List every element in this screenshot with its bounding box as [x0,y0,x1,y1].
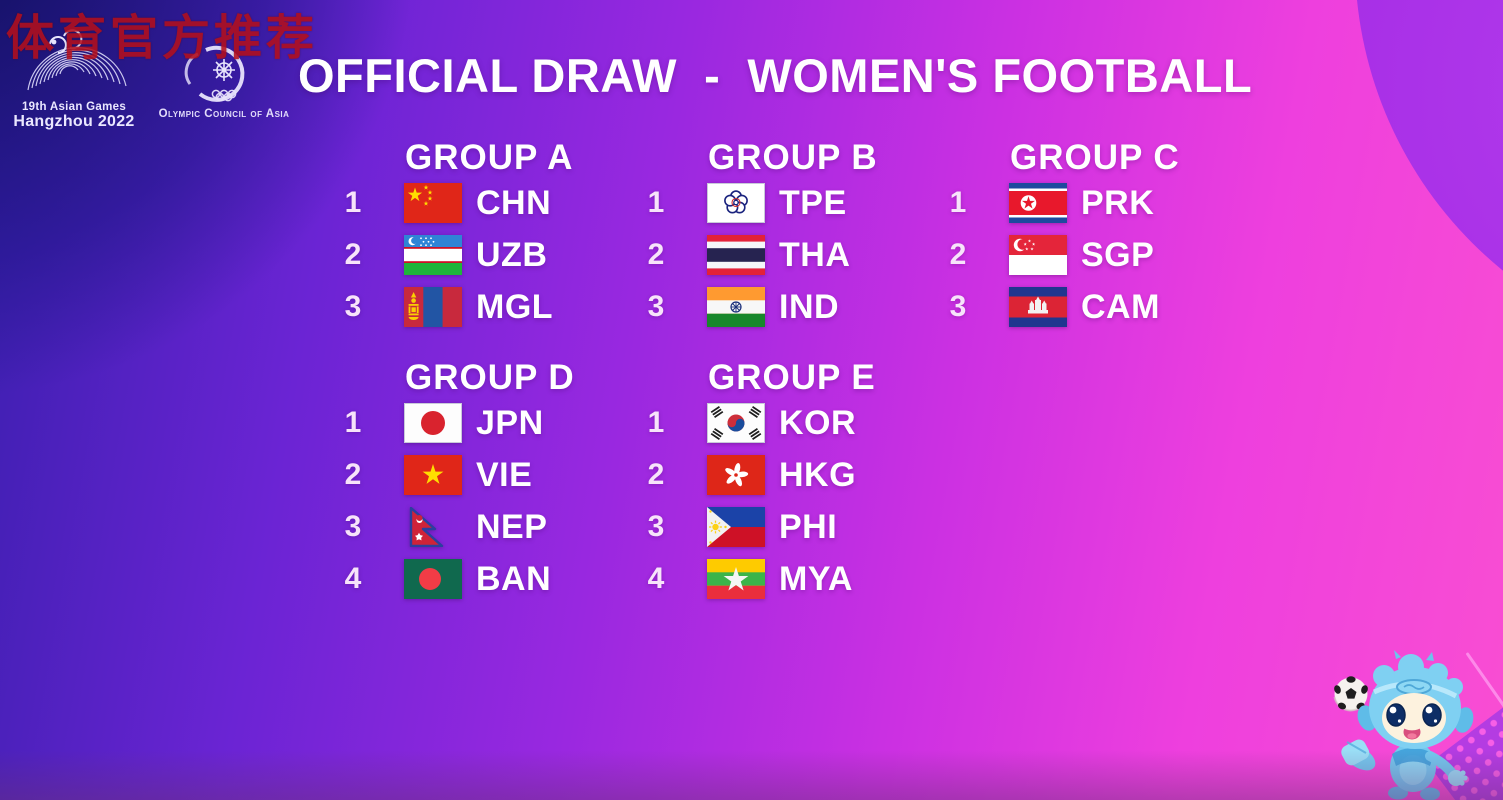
team-code: TPE [779,183,847,222]
team-row-nep: 3 NEP [340,507,547,547]
team-row-tpe: 1 TPE [643,183,847,223]
flag-jpn-icon [404,403,462,443]
team-code: SGP [1081,235,1155,274]
team-code: CHN [476,183,552,222]
flag-phi-icon [707,507,765,547]
flag-vie-icon [404,455,462,495]
group-e: GROUP E 1 KOR 2 HKG 3 PHI 4 [643,358,943,599]
position-label: 3 [647,510,665,543]
position-label: 1 [344,406,362,439]
group-d: GROUP D 1 JPN 2 VIE 3 NEP 4 BAN [340,358,640,599]
team-row-chn: 1 CHN [340,183,551,223]
position-label: 3 [344,290,362,323]
position-label: 1 [344,186,362,219]
oca-logo: Olympic Council of Asia [146,30,302,120]
page-title: OFFICIAL DRAW - WOMEN'S FOOTBALL [298,49,1253,102]
team-row-tha: 2 THA [643,235,850,275]
mascot-body [1341,650,1474,800]
team-row-cam: 3 CAM [945,287,1160,327]
asian-games-logo-line2: Hangzhou 2022 [13,113,135,130]
asian-games-logo-line1: 19th Asian Games [21,101,127,113]
team-code: CAM [1081,287,1160,326]
team-code: NEP [476,507,548,546]
position-label: 1 [949,186,967,219]
position-label: 4 [344,562,362,595]
group-b-title: GROUP B [708,138,878,177]
flag-prk-icon [1009,183,1067,223]
mascot-illustration [1314,646,1503,800]
team-row-prk: 1 PRK [945,183,1154,223]
team-row-hkg: 2 HKG [643,455,856,495]
position-label: 2 [344,238,362,271]
oca-logo-label: Olympic Council of Asia [158,108,290,120]
team-code: UZB [476,235,548,274]
team-code: PHI [779,507,838,546]
team-row-phi: 3 PHI [643,507,837,547]
group-e-title: GROUP E [708,358,876,397]
flag-tpe-icon [707,183,765,223]
team-code: VIE [476,455,533,494]
flag-ban-icon [404,559,462,599]
bottom-fade-overlay [0,750,1503,800]
position-label: 3 [344,510,362,543]
background-circle-decoration [1355,0,1503,360]
team-row-sgp: 2 SGP [945,235,1154,275]
group-c: GROUP C 1 PRK 2 SGP 3 CAM [945,138,1245,327]
oca-emblem-icon [184,45,245,102]
flag-ind-icon [707,287,765,327]
position-label: 2 [344,458,362,491]
team-row-uzb: 2 UZB [340,235,547,275]
group-a-title: GROUP A [405,138,574,177]
group-d-title: GROUP D [405,358,575,397]
group-b: GROUP B 1 TPE 2 THA 3 IND [643,138,943,327]
team-code: IND [779,287,840,326]
position-label: 2 [647,458,665,491]
flag-sgp-icon [1009,235,1067,275]
flag-kor-icon [707,403,765,443]
flag-mya-icon [707,559,765,599]
team-code: MGL [476,287,554,326]
team-row-jpn: 1 JPN [340,403,544,443]
team-row-mya: 4 MYA [643,559,853,599]
team-row-ban: 4 BAN [340,559,551,599]
team-row-vie: 2 VIE [340,455,532,495]
position-label: 1 [647,186,665,219]
position-label: 4 [647,562,665,595]
flag-nep-icon [404,507,462,547]
group-a: GROUP A 1 CHN 2 UZB 3 [340,138,640,327]
team-code: JPN [476,403,544,442]
team-code: HKG [779,455,857,494]
team-code: PRK [1081,183,1155,222]
football-icon [1333,676,1368,712]
position-label: 2 [949,238,967,271]
team-row-ind: 3 IND [643,287,839,327]
position-label: 3 [647,290,665,323]
flag-chn-icon [404,183,462,223]
team-code: KOR [779,403,857,442]
team-row-kor: 1 KOR [643,403,856,443]
asian-games-logo: 19th Asian Games Hangzhou 2022 [10,26,138,131]
flag-tha-icon [707,235,765,275]
team-code: MYA [779,559,853,598]
position-label: 2 [647,238,665,271]
position-label: 3 [949,290,967,323]
flag-mgl-icon [404,287,462,327]
flag-uzb-icon [404,235,462,275]
asian-games-fan-icon [27,29,127,91]
team-code: THA [779,235,851,274]
team-row-mgl: 3 MGL [340,287,553,327]
flag-hkg-icon [707,455,765,495]
team-code: BAN [476,559,552,598]
watermark-text: 体育官方推荐 [6,10,319,66]
flag-cam-icon [1009,287,1067,327]
group-c-title: GROUP C [1010,138,1180,177]
position-label: 1 [647,406,665,439]
